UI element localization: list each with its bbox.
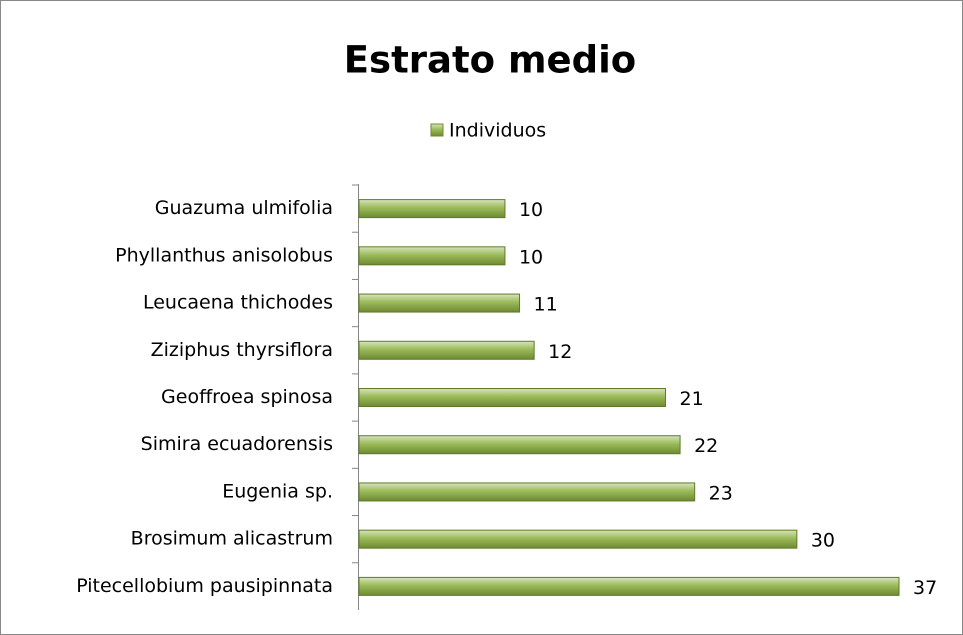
bar — [358, 199, 506, 219]
data-label: 10 — [519, 199, 543, 221]
y-tick-label: Ziziphus thyrsiflora — [151, 339, 333, 361]
data-label: 21 — [679, 388, 703, 410]
data-label: 10 — [519, 246, 543, 268]
y-tick-label: Leucaena thichodes — [143, 292, 333, 314]
data-label: 22 — [694, 435, 718, 457]
data-label: 37 — [913, 577, 937, 599]
bar — [358, 388, 666, 407]
bar — [358, 246, 506, 266]
y-tick-label: Geoffroea spinosa — [161, 386, 333, 408]
data-label: 12 — [548, 341, 572, 363]
chart-title: Estrato medio — [344, 39, 636, 82]
y-tick-label: Guazuma ulmifolia — [155, 197, 333, 219]
data-label: 30 — [811, 530, 835, 552]
y-tick-label: Simira ecuadorensis — [141, 433, 333, 455]
bar — [358, 529, 798, 549]
y-tick-label: Pitecellobium pausipinnata — [76, 575, 333, 597]
y-tick-label: Eugenia sp. — [222, 480, 333, 502]
data-label: 11 — [534, 294, 558, 316]
bar — [358, 576, 900, 596]
y-tick-label: Phyllanthus anisolobus — [115, 244, 333, 266]
legend-label: Individuos — [449, 120, 546, 142]
bar — [358, 340, 535, 360]
data-label: 23 — [709, 482, 733, 504]
bar — [358, 293, 521, 313]
y-tick-label: Brosimum alicastrum — [131, 528, 333, 550]
bar — [358, 435, 681, 455]
legend-swatch — [430, 123, 444, 137]
bar — [358, 482, 696, 502]
